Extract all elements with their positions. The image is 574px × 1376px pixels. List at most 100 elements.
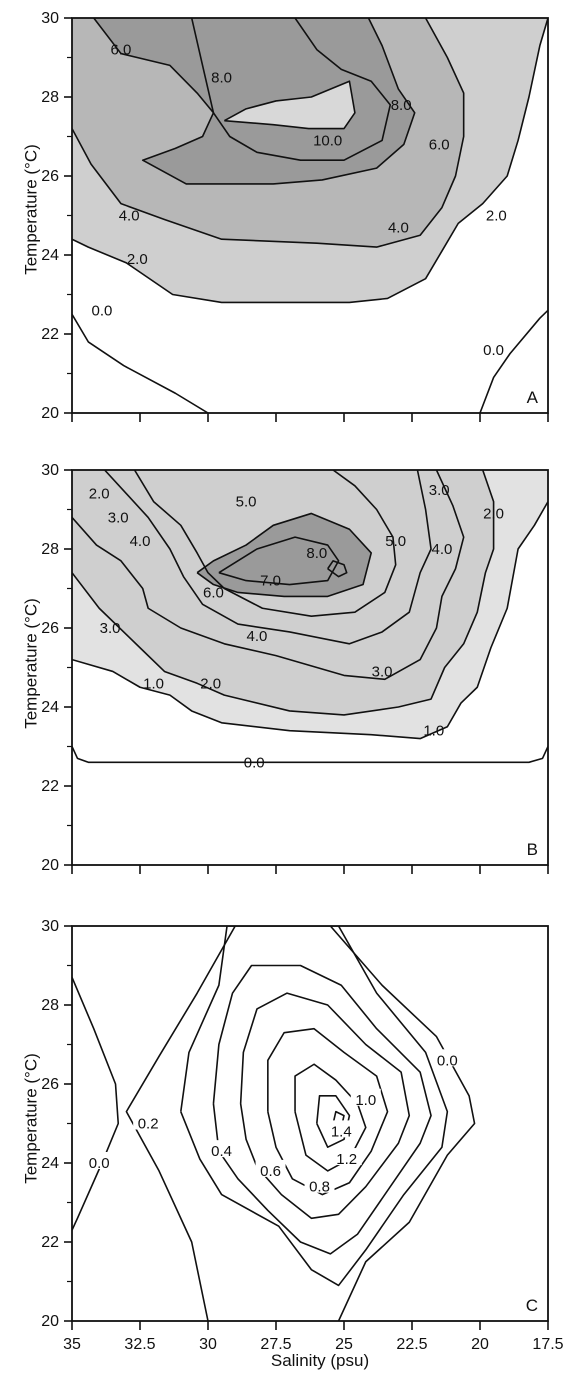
contour-label-2: 0.2 <box>138 1116 159 1133</box>
x-tick-label: 17.5 <box>532 1336 563 1353</box>
contour-label-13: 4.0 <box>247 628 268 645</box>
contour-line-7 <box>223 80 356 130</box>
contour-label-7: 6.0 <box>203 584 224 601</box>
fill-level-6 <box>197 513 372 597</box>
contour-label-12: 3.0 <box>100 620 121 637</box>
contour-line-2 <box>72 501 548 740</box>
contour-line-7 <box>196 512 372 598</box>
contour-line-1 <box>72 746 548 764</box>
contour-line-2 <box>125 926 236 1321</box>
contour-label-8: 1.0 <box>355 1092 376 1109</box>
contour-line-6 <box>239 992 411 1220</box>
panel-a-y-axis-title: Temperature (°C) <box>21 144 41 275</box>
contour-label-4: 8.0 <box>391 97 412 114</box>
panel-b-label: B <box>527 840 538 859</box>
contour-line-4 <box>180 926 449 1287</box>
panel-b-y-axis-title: Temperature (°C) <box>21 598 41 729</box>
contour-line-4 <box>72 18 465 248</box>
x-axis-title: Salinity (psu) <box>270 1351 370 1370</box>
panel-a-label: A <box>527 388 539 407</box>
contour-line-1 <box>72 977 120 1231</box>
contour-label-5: 0.8 <box>309 1179 330 1196</box>
y-tick-label: 20 <box>41 405 59 422</box>
contour-label-bg-9 <box>432 1049 463 1067</box>
contour-label-2: 3.0 <box>108 509 129 526</box>
contour-label-bg-7 <box>326 1120 357 1138</box>
y-tick-label: 20 <box>41 1313 59 1330</box>
contour-line-5 <box>212 964 432 1255</box>
contour-label-9: 2.0 <box>483 505 504 522</box>
axis-ticks: 20 22 24 26 28 30 <box>41 462 549 874</box>
contour-lines <box>72 18 548 413</box>
contour-label-4: 0.6 <box>260 1163 281 1180</box>
contour-label-bg-2 <box>133 1112 164 1130</box>
contour-label-5: 8.0 <box>306 545 327 562</box>
contour-line-1 <box>72 313 209 413</box>
y-tick-label: 22 <box>41 778 59 795</box>
contour-line-9 <box>327 560 348 578</box>
contour-lines <box>72 470 548 764</box>
contour-label-10: 0.0 <box>91 302 112 319</box>
contour-label-1: 6.0 <box>111 42 132 59</box>
y-tick-label: 20 <box>41 857 59 874</box>
contour-label-bg-8 <box>350 1088 381 1106</box>
contour-label-6: 1.2 <box>336 1151 357 1168</box>
y-tick-label: 30 <box>41 918 59 935</box>
contour-label-bg-1 <box>84 1152 115 1169</box>
contour-label-6: 4.0 <box>119 208 140 225</box>
panel-c-group: 20 22 24 26 28 30 35 32.5 30 27.5 25 22.5 20 17.5 C 0.0… <box>41 918 563 1353</box>
contour-label-bg-5 <box>304 1175 335 1193</box>
contour-label-7: 2.0 <box>127 251 148 268</box>
y-tick-label: 24 <box>41 699 59 716</box>
contour-label-9: 2.0 <box>486 208 507 225</box>
contour-labels: 0.0 0.2 0.4 0.6 0.8 1.2 1.41.0 0.0 <box>84 1049 463 1196</box>
panel-c-label: C <box>526 1296 538 1315</box>
contour-label-18: 0.0 <box>244 754 265 771</box>
contour-label-bg-4 <box>255 1159 286 1177</box>
contour-line-8 <box>218 536 340 586</box>
contour-line-3 <box>329 926 476 1321</box>
contour-line-7 <box>267 1027 389 1196</box>
y-tick-label: 22 <box>41 326 59 343</box>
contour-line-5 <box>104 470 432 645</box>
contour-line-5 <box>93 18 416 185</box>
contour-line-3 <box>72 470 495 716</box>
contour-label-3: 10.0 <box>313 132 342 149</box>
contour-label-17: 1.0 <box>423 723 444 740</box>
y-tick-label: 30 <box>41 462 59 479</box>
contour-lines <box>72 926 476 1321</box>
contour-label-4: 5.0 <box>236 494 257 511</box>
contour-labels: 6.0 8.0 10.0 8.0 6.0 4.0 2.0 4.0 2.0 0.0 0.0 <box>91 42 507 359</box>
fill-level-6 <box>93 18 415 184</box>
contour-label-7: 1.4 <box>331 1123 352 1140</box>
x-tick-label: 32.5 <box>124 1336 155 1353</box>
axis-ticks: 20 22 24 26 28 30 <box>41 10 549 422</box>
x-tick-label: 30 <box>199 1336 217 1353</box>
contour-label-3: 0.4 <box>211 1143 232 1160</box>
contour-label-2: 8.0 <box>211 69 232 86</box>
x-tick-label: 20 <box>471 1336 489 1353</box>
panel-c-y-axis-title: Temperature (°C) <box>21 1053 41 1184</box>
y-tick-label: 22 <box>41 1234 59 1251</box>
contour-label-1: 2.0 <box>89 486 110 503</box>
y-tick-label: 28 <box>41 89 59 106</box>
contour-label-11: 4.0 <box>431 541 452 558</box>
contour-line-9 <box>316 1095 351 1148</box>
y-tick-label: 26 <box>41 168 59 185</box>
y-tick-label: 24 <box>41 247 59 264</box>
y-tick-label: 28 <box>41 997 59 1014</box>
panel-a-group: 20 22 24 26 28 30 A 6.0 8.0 10.0 8.0 6.0 4.0 2.0 4.0 2.… <box>41 10 549 422</box>
axis-ticks: 20 22 24 26 28 30 35 32.5 30 27.5 25 22.5 20 17.5 <box>41 918 563 1353</box>
contour-line-6 <box>133 470 397 617</box>
contour-label-10: 5.0 <box>385 533 406 550</box>
contour-label-1: 0.0 <box>89 1155 110 1172</box>
contour-label-bg-6 <box>331 1148 362 1166</box>
contour-line-6 <box>190 18 392 161</box>
contour-labels: 2.03.04.05.08.07.06.03.02.05.0 4.03.0 4.03… <box>89 482 504 772</box>
y-tick-label: 28 <box>41 541 59 558</box>
y-tick-label: 26 <box>41 620 59 637</box>
contour-line-2 <box>479 309 548 413</box>
panel-c-chart: 20 22 24 26 28 30 35 32.5 30 27.5 25 22.5 20 17.5 C 0.0… <box>41 918 563 1353</box>
contour-line-8 <box>294 1063 367 1172</box>
